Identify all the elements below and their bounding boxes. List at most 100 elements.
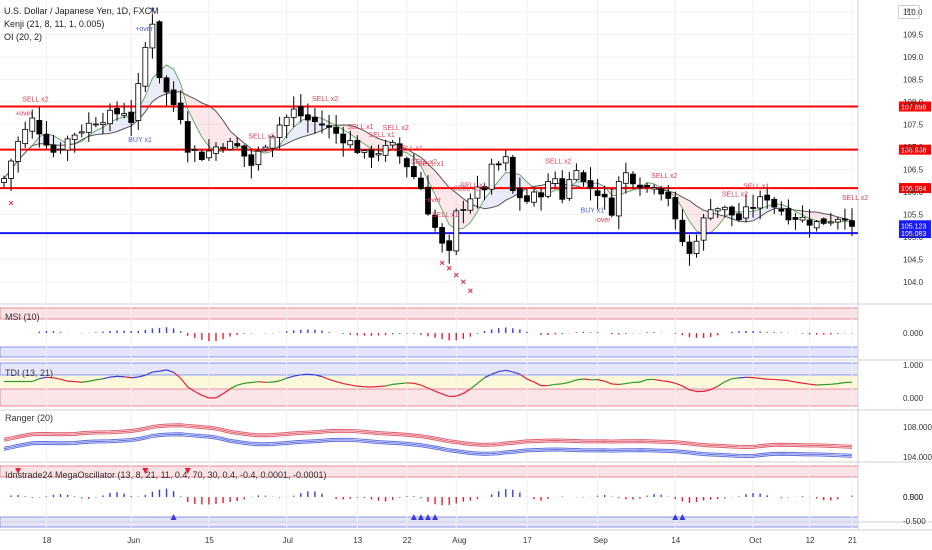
candle-bull[interactable]	[721, 206, 728, 211]
candle-bear[interactable]	[425, 186, 431, 215]
candle-bear[interactable]	[608, 197, 615, 216]
candle-bull[interactable]	[347, 140, 354, 146]
candle-bull[interactable]	[8, 160, 14, 179]
signal-label[interactable]: SELL x2	[545, 158, 571, 165]
candle-bear[interactable]	[644, 185, 650, 188]
candle-bull[interactable]	[382, 145, 389, 156]
signal-label[interactable]: +over	[135, 26, 153, 33]
candle-bull[interactable]	[467, 198, 474, 211]
msi-pane-title[interactable]: MSI (10)	[5, 312, 40, 322]
candle-bear[interactable]	[368, 149, 375, 158]
candle-bull[interactable]	[453, 210, 460, 252]
candle-bull[interactable]	[29, 117, 36, 132]
oi-indicator-label[interactable]: OI (20, 2)	[4, 32, 43, 42]
candle-bear[interactable]	[354, 140, 361, 153]
candle-bull[interactable]	[100, 122, 106, 125]
candle-bear[interactable]	[559, 178, 566, 200]
candle-bull[interactable]	[552, 178, 559, 184]
signal-label[interactable]: SELL x2	[651, 173, 677, 180]
candle-bull[interactable]	[743, 206, 749, 219]
candle-bear[interactable]	[418, 177, 424, 189]
candle-bull[interactable]	[693, 240, 700, 254]
candle-bull[interactable]	[488, 163, 495, 190]
candle-bear[interactable]	[36, 119, 43, 135]
candle-bull[interactable]	[191, 149, 198, 151]
candle-bear[interactable]	[750, 207, 756, 209]
candle-bull[interactable]	[290, 108, 297, 118]
signal-label[interactable]: +over	[15, 111, 33, 118]
candle-bear[interactable]	[771, 198, 778, 208]
currency-badge[interactable]: JPY	[898, 5, 920, 19]
candle-bull[interactable]	[227, 140, 234, 150]
signal-label[interactable]: SELL x1	[460, 182, 486, 189]
signal-label[interactable]: SELL x1	[432, 212, 458, 219]
signal-label[interactable]: SELL x2	[22, 97, 48, 104]
candle-bull[interactable]	[474, 186, 481, 199]
signal-label[interactable]: SELL x1	[743, 184, 769, 191]
candle-bull[interactable]	[834, 218, 841, 223]
candle-bear[interactable]	[495, 163, 502, 166]
candle-bear[interactable]	[198, 151, 205, 160]
candle-bear[interactable]	[587, 180, 594, 189]
candle-bear[interactable]	[177, 102, 184, 121]
signal-label[interactable]: -over	[595, 217, 612, 224]
candle-bear[interactable]	[333, 127, 340, 134]
candle-bear[interactable]	[637, 184, 643, 189]
signal-label[interactable]: SELL x2	[842, 195, 868, 202]
candle-bull[interactable]	[206, 150, 212, 159]
candle-bear[interactable]	[849, 220, 855, 227]
candle-bull[interactable]	[255, 150, 262, 166]
signal-label[interactable]: BUY x1	[128, 137, 152, 144]
signal-label[interactable]: SELL x2	[248, 133, 274, 140]
candle-bull[interactable]	[375, 153, 382, 156]
candle-bull[interactable]	[71, 134, 78, 141]
candle-bear[interactable]	[785, 208, 792, 221]
ranger-pane-title[interactable]: Ranger (20)	[5, 413, 54, 423]
candle-bull[interactable]	[22, 128, 29, 145]
candle-bull[interactable]	[135, 83, 142, 121]
candle-bear[interactable]	[764, 194, 771, 201]
candle-bear[interactable]	[686, 241, 693, 254]
candle-bear[interactable]	[439, 227, 446, 244]
candle-bull[interactable]	[757, 196, 764, 209]
candle-bull[interactable]	[460, 209, 467, 211]
candle-bear[interactable]	[538, 192, 544, 198]
candle-bear[interactable]	[516, 187, 523, 199]
candle-bear[interactable]	[601, 193, 608, 198]
candle-bear[interactable]	[594, 190, 601, 196]
candle-bear[interactable]	[312, 116, 318, 123]
candle-bear[interactable]	[728, 206, 735, 216]
candle-bear[interactable]	[326, 125, 332, 128]
candle-bull[interactable]	[107, 109, 113, 125]
candle-bear[interactable]	[580, 172, 587, 182]
tdi-pane-title[interactable]: TDI (13, 21)	[5, 368, 54, 378]
candle-bear[interactable]	[128, 111, 135, 123]
candle-bear[interactable]	[432, 214, 438, 228]
candle-bear[interactable]	[630, 173, 636, 185]
signal-label[interactable]: SELL x1	[369, 132, 395, 139]
candle-bull[interactable]	[276, 124, 283, 138]
candle-bear[interactable]	[114, 108, 120, 115]
candle-bull[interactable]	[714, 208, 721, 212]
signal-label[interactable]: -over	[425, 197, 442, 204]
candle-bull[interactable]	[78, 131, 85, 134]
candle-bull[interactable]	[622, 172, 629, 184]
candle-bear[interactable]	[156, 21, 163, 78]
candle-bear[interactable]	[184, 121, 191, 153]
candle-bear[interactable]	[679, 219, 686, 243]
candle-bull[interactable]	[262, 146, 269, 150]
signal-label[interactable]: SELL x1	[347, 124, 373, 131]
candle-bull[interactable]	[269, 136, 276, 149]
candle-bear[interactable]	[736, 213, 742, 221]
candle-bull[interactable]	[566, 179, 573, 199]
candle-bull[interactable]	[615, 180, 622, 217]
signal-label[interactable]: SELL x2	[722, 191, 748, 198]
candle-bear[interactable]	[396, 143, 403, 157]
candle-bear[interactable]	[509, 156, 516, 192]
candle-bear[interactable]	[792, 217, 799, 220]
signal-label[interactable]: SELL x1	[418, 161, 444, 168]
signal-label[interactable]: SELL x2	[312, 96, 338, 103]
candle-bear[interactable]	[241, 145, 248, 157]
candle-bull[interactable]	[502, 156, 509, 164]
